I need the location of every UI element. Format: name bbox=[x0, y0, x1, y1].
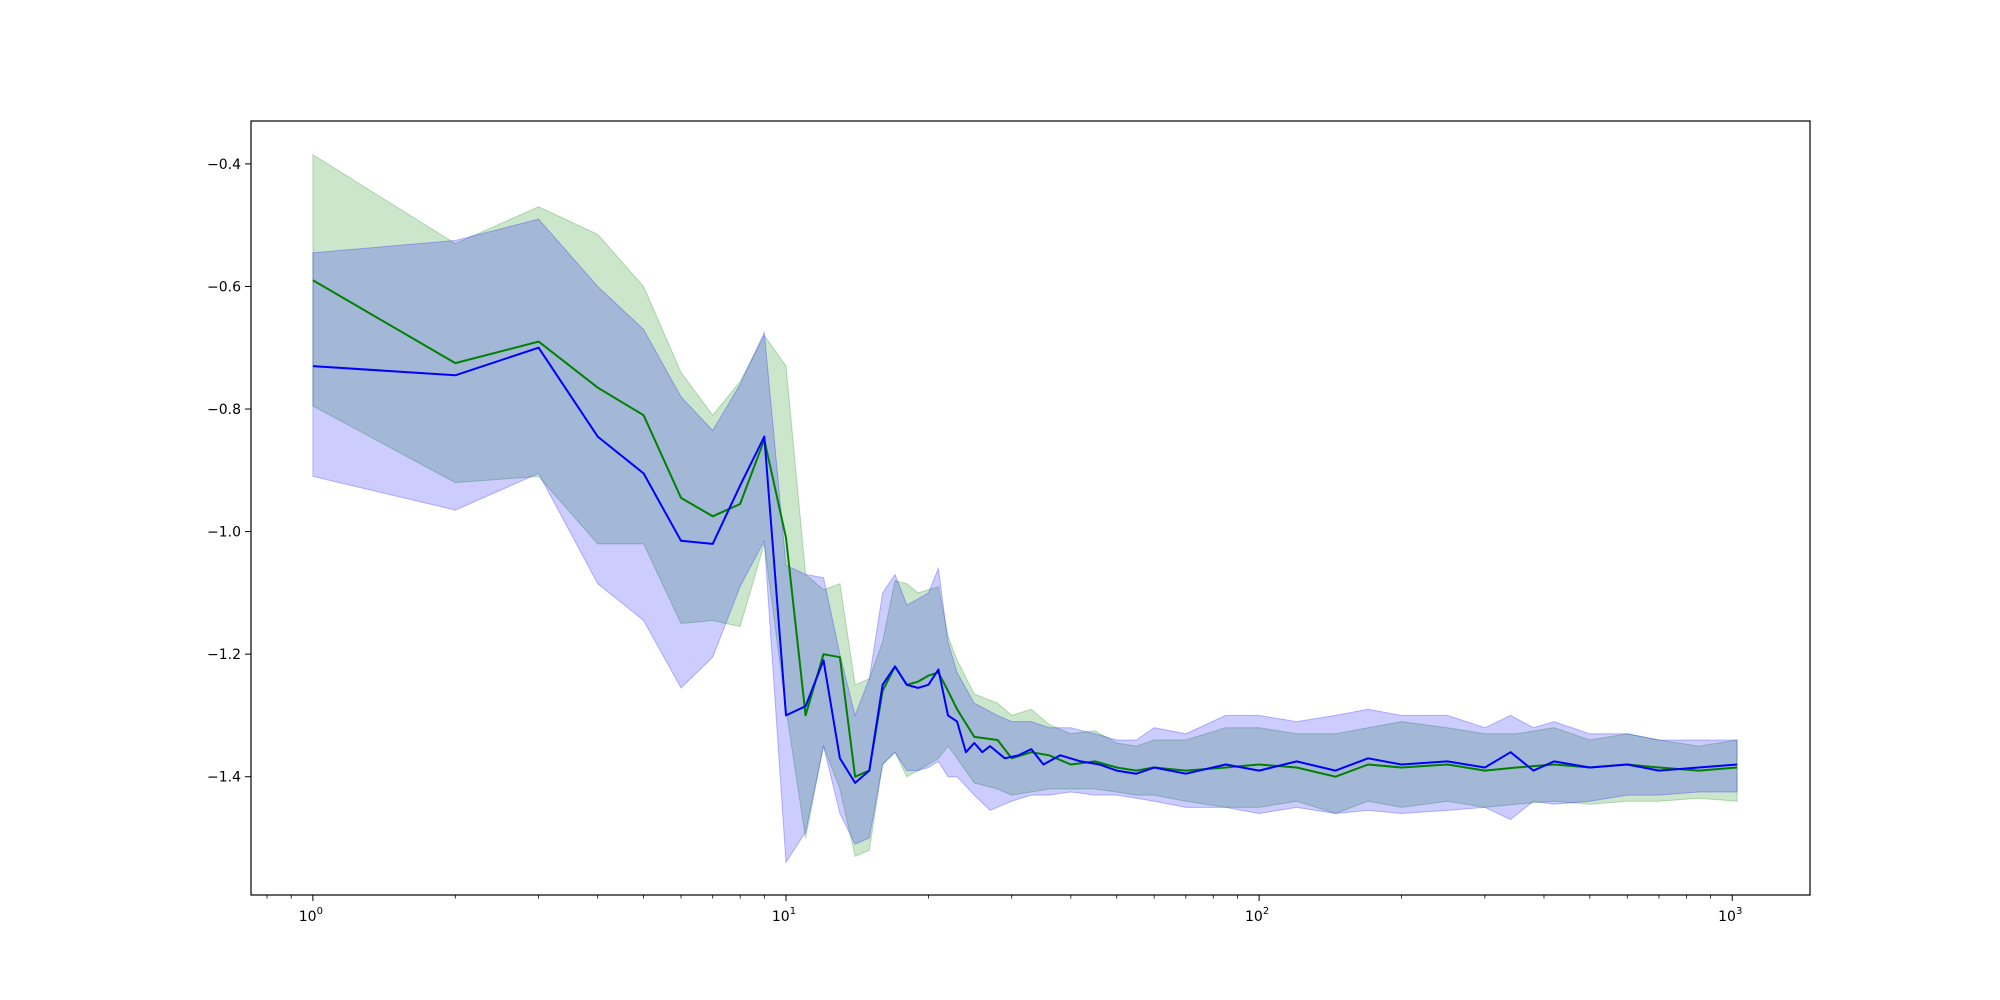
series-lines bbox=[312, 279, 1738, 784]
series-1-band bbox=[312, 153, 1738, 858]
y-tick-label: −1.4 bbox=[207, 770, 241, 786]
y-tick-label: −1.2 bbox=[207, 647, 241, 663]
y-tick-label: −1.0 bbox=[207, 525, 241, 541]
x-tick-label: 102 bbox=[1245, 906, 1269, 925]
series-2-band bbox=[312, 218, 1738, 865]
y-tick-label: −0.8 bbox=[207, 402, 241, 418]
series-2-line bbox=[312, 346, 1738, 784]
plot-frame bbox=[250, 120, 1811, 896]
y-tick-label: −0.4 bbox=[207, 157, 241, 173]
y-tick-label: −0.6 bbox=[207, 279, 241, 295]
confidence-bands bbox=[312, 153, 1738, 865]
x-tick-label: 100 bbox=[299, 906, 323, 925]
y-axis: −0.4 −0.6 −0.8 −1.0 −1.2 −1.4 bbox=[207, 157, 251, 786]
x-tick-label: 103 bbox=[1718, 906, 1742, 925]
x-axis: 100 101 102 103 bbox=[266, 895, 1742, 925]
x-tick-label: 101 bbox=[772, 906, 796, 925]
